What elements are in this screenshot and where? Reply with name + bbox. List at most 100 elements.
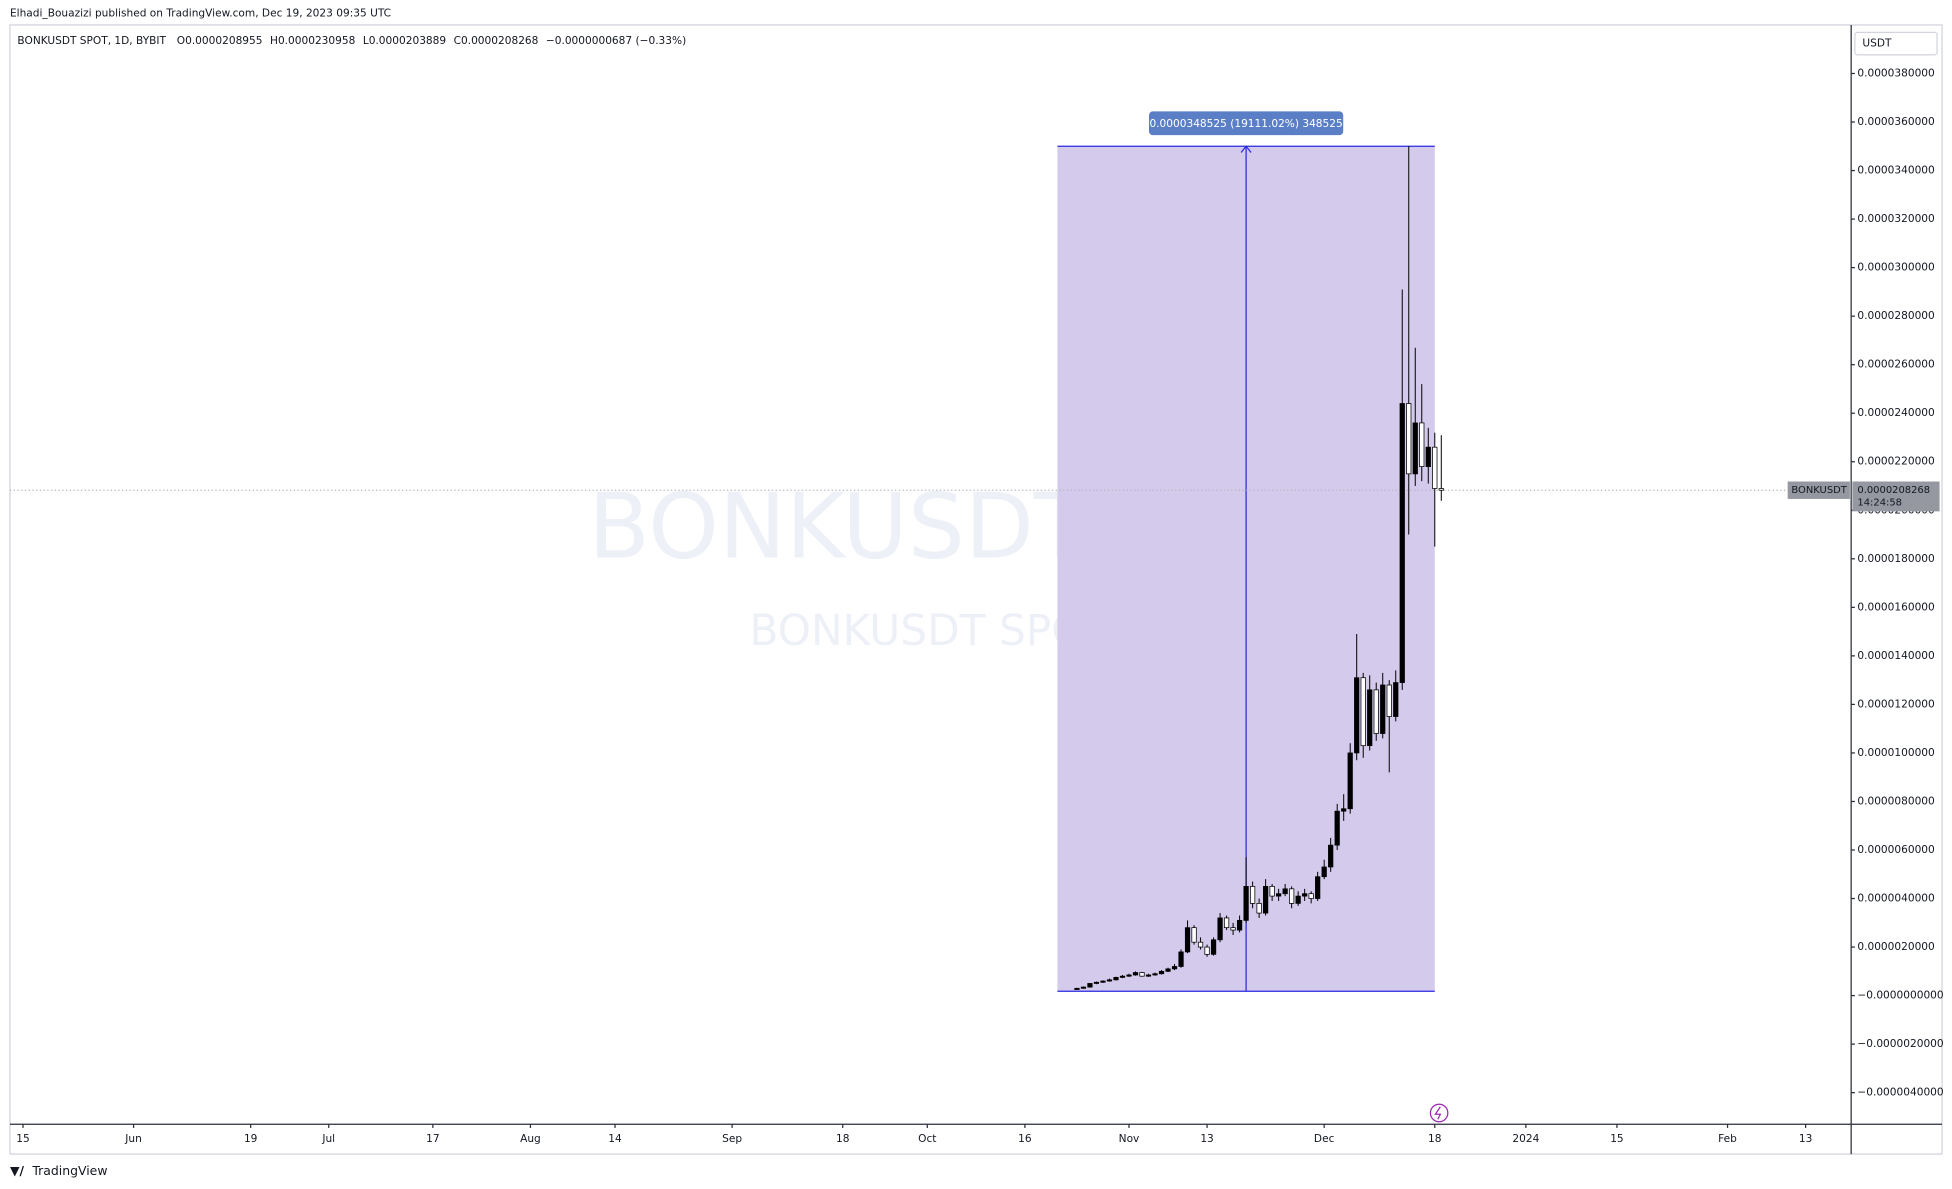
legend-value: 0.0000230958 bbox=[278, 35, 355, 47]
legend-prefix: O bbox=[177, 35, 185, 47]
candle bbox=[1263, 879, 1269, 916]
x-tick-label: 15 bbox=[1610, 1133, 1623, 1145]
candle bbox=[1093, 981, 1100, 985]
candle-body bbox=[1223, 917, 1230, 929]
candle-body bbox=[1315, 876, 1321, 899]
legend-prefix: C bbox=[454, 35, 461, 47]
y-tick-label: −0.0000000000 bbox=[1857, 990, 1944, 1002]
candle bbox=[1289, 886, 1295, 909]
candle bbox=[1184, 920, 1191, 954]
candle-body bbox=[1236, 919, 1243, 931]
y-tick-label: 0.0000160000 bbox=[1857, 601, 1935, 613]
candle bbox=[1217, 913, 1223, 943]
legend-value: −0.0000000687 (−0.33%) bbox=[546, 35, 686, 47]
measure-label-bg bbox=[1149, 111, 1344, 136]
candle-body bbox=[1152, 973, 1158, 976]
x-tick-label: 18 bbox=[836, 1133, 849, 1145]
candle-body bbox=[1380, 684, 1386, 734]
candle-body bbox=[1230, 927, 1236, 931]
candle-body bbox=[1412, 422, 1418, 475]
x-tick-label: Jun bbox=[124, 1133, 142, 1145]
candle bbox=[1302, 888, 1308, 901]
event-icon[interactable] bbox=[1429, 1103, 1449, 1123]
candle bbox=[1276, 888, 1282, 901]
y-tick-label: 0.0000180000 bbox=[1857, 553, 1935, 565]
candle-body bbox=[1158, 970, 1165, 975]
candle-body bbox=[1289, 888, 1295, 904]
candle bbox=[1119, 974, 1126, 979]
candle-body bbox=[1334, 810, 1340, 846]
logo-mark: ▼/ bbox=[10, 1163, 25, 1178]
candle-body bbox=[1347, 752, 1353, 810]
x-tick-label: Aug bbox=[520, 1133, 541, 1145]
y-tick-label: 0.0000080000 bbox=[1857, 795, 1935, 807]
candle bbox=[1191, 925, 1197, 945]
candle bbox=[1210, 937, 1217, 956]
candle-body bbox=[1354, 677, 1360, 754]
y-tick-label: 0.0000240000 bbox=[1857, 407, 1935, 419]
y-tick-label: −0.0000020000 bbox=[1857, 1038, 1944, 1050]
candle bbox=[1126, 973, 1132, 977]
candle-body bbox=[1321, 866, 1327, 878]
x-tick-label: 2024 bbox=[1512, 1133, 1539, 1145]
candle bbox=[1113, 976, 1119, 981]
symbol: BONKUSDT SPOT, 1D, BYBIT bbox=[17, 35, 166, 47]
candle bbox=[1373, 682, 1379, 741]
candle-body bbox=[1106, 979, 1113, 982]
candle bbox=[1132, 971, 1139, 976]
currency: USDT bbox=[1862, 38, 1892, 50]
candle bbox=[1347, 743, 1353, 814]
x-tick-label: 13 bbox=[1799, 1133, 1812, 1145]
candle bbox=[1419, 384, 1425, 482]
candle bbox=[1256, 898, 1262, 918]
candle-body bbox=[1419, 422, 1425, 467]
currency-box[interactable] bbox=[1854, 31, 1938, 56]
candle-body bbox=[1197, 941, 1204, 948]
candle bbox=[1432, 432, 1438, 547]
candle-body bbox=[1438, 488, 1444, 491]
countdown: 14:24:58 bbox=[1857, 498, 1902, 509]
candle-body bbox=[1243, 886, 1249, 921]
candle-body bbox=[1360, 677, 1366, 747]
y-tick-label: −0.0000040000 bbox=[1857, 1087, 1944, 1099]
candle bbox=[1204, 944, 1210, 957]
candle bbox=[1152, 972, 1158, 976]
y-tick-label: 0.0000300000 bbox=[1857, 262, 1935, 274]
x-tick-label: 15 bbox=[16, 1133, 29, 1145]
candle bbox=[1315, 871, 1321, 901]
y-tick-label: 0.0000380000 bbox=[1857, 67, 1935, 79]
y-tick-label: 0.0000040000 bbox=[1857, 893, 1935, 905]
candle bbox=[1328, 837, 1334, 872]
candle bbox=[1334, 803, 1340, 850]
candle-body bbox=[1386, 684, 1392, 717]
y-tick-label: 0.0000140000 bbox=[1857, 650, 1935, 662]
candle bbox=[1223, 915, 1230, 931]
candle bbox=[1087, 982, 1093, 988]
candle bbox=[1386, 680, 1392, 773]
x-tick-label: 17 bbox=[426, 1133, 439, 1145]
candle bbox=[1367, 675, 1373, 751]
candle bbox=[1249, 881, 1256, 909]
x-tick-label: 18 bbox=[1428, 1133, 1441, 1145]
x-tick-label: 16 bbox=[1018, 1133, 1032, 1145]
candle-body bbox=[1132, 972, 1139, 976]
candle bbox=[1230, 922, 1236, 935]
candle bbox=[1106, 978, 1113, 982]
candle-body bbox=[1184, 927, 1191, 953]
candle-body bbox=[1276, 893, 1282, 897]
event-bolt bbox=[1434, 1106, 1442, 1120]
candle-body bbox=[1191, 927, 1197, 943]
y-tick-label: 0.0000220000 bbox=[1857, 456, 1935, 468]
brand: TradingView bbox=[31, 1163, 107, 1178]
candle-body bbox=[1165, 968, 1171, 972]
x-tick-label: Nov bbox=[1119, 1133, 1140, 1145]
price-tag-bg bbox=[1852, 481, 1940, 512]
candle-body bbox=[1399, 403, 1405, 683]
candle-body bbox=[1295, 895, 1301, 904]
candle-body bbox=[1328, 844, 1334, 868]
candle bbox=[1321, 859, 1327, 880]
candle bbox=[1282, 883, 1288, 897]
